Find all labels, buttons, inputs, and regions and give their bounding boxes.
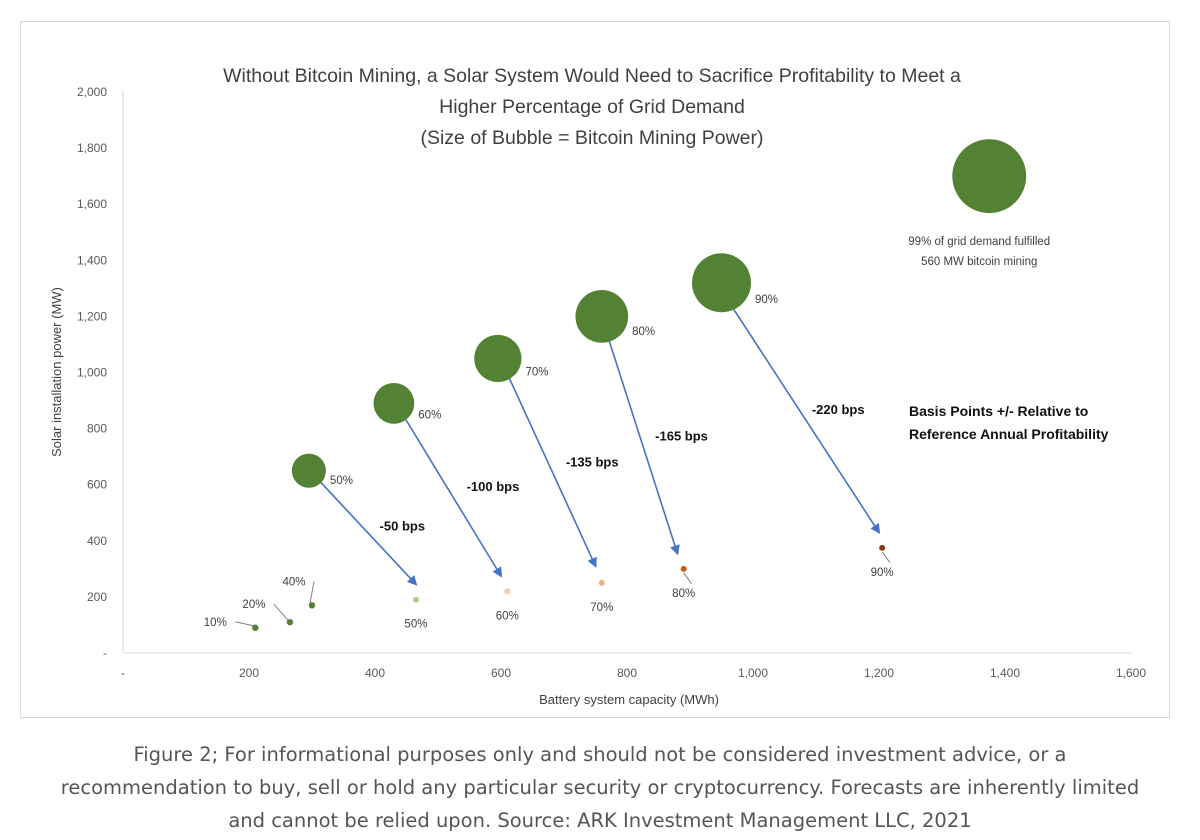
no-mining-point <box>680 565 687 572</box>
x-tick-label: 1,400 <box>990 666 1020 680</box>
profitability-arrow <box>604 327 680 556</box>
leader-line <box>683 572 693 585</box>
profitability-arrow <box>399 409 503 578</box>
profitability-arrow <box>314 475 418 586</box>
caption-line-3: and cannot be relied upon. Source: ARK I… <box>228 809 972 832</box>
chart-title-line-2: Higher Percentage of Grid Demand <box>439 96 745 118</box>
x-axis-label: Battery system capacity (MWh) <box>539 692 719 707</box>
no-mining-point <box>879 544 886 551</box>
x-tick-label: 400 <box>365 666 385 680</box>
mining-bubble <box>373 382 415 424</box>
y-tick-label: 1,000 <box>77 366 107 380</box>
x-tick-label: 800 <box>617 666 637 680</box>
chart-title-line-3: (Size of Bubble = Bitcoin Mining Power) <box>420 127 763 149</box>
y-tick-label: 1,800 <box>77 141 107 155</box>
chart-frame: Without Bitcoin Mining, a Solar System W… <box>20 21 1170 718</box>
y-tick-label: 400 <box>87 534 107 548</box>
bps-legend-line1: Basis Points +/- Relative to <box>909 403 1088 419</box>
low-share-point <box>308 602 316 609</box>
no-mining-label: 80% <box>672 588 695 600</box>
no-mining-label: 90% <box>871 567 894 579</box>
low-share-point <box>252 624 259 631</box>
leader-line <box>881 551 891 564</box>
mining-bubble <box>952 139 1027 214</box>
y-tick-label: 1,200 <box>77 309 107 323</box>
low-share-point <box>286 618 294 626</box>
bubble-label: 70% <box>525 366 548 378</box>
mining-bubble <box>575 290 629 343</box>
bps-label: -50 bps <box>380 518 426 533</box>
x-tick-label: 1,600 <box>1116 666 1146 680</box>
y-tick-label: 1,400 <box>77 253 107 267</box>
bubble-label: 50% <box>330 475 353 487</box>
bps-label: -135 bps <box>566 454 619 469</box>
no-mining-label: 70% <box>590 602 613 614</box>
y-axis-label: Solar installation power (MW) <box>49 287 64 457</box>
profitability-arrow <box>723 294 881 535</box>
big-bubble-note-line1: 99% of grid demand fulfilled <box>908 236 1050 248</box>
chart-title-line-1: Without Bitcoin Mining, a Solar System W… <box>223 65 961 87</box>
bps-label: -100 bps <box>467 479 520 494</box>
y-tick-label: 1,600 <box>77 197 107 211</box>
x-tick-label: 200 <box>239 666 259 680</box>
bubble-label: 60% <box>418 410 441 422</box>
bps-label: -220 bps <box>812 402 865 417</box>
caption-line-1: Figure 2; For informational purposes onl… <box>133 743 1067 766</box>
no-mining-point <box>504 588 511 595</box>
big-bubble-note-line2: 560 MW bitcoin mining <box>921 256 1037 268</box>
no-mining-point <box>598 579 605 586</box>
y-tick-label: 800 <box>87 422 107 436</box>
x-tick-label: 600 <box>491 666 511 680</box>
y-tick-label: - <box>103 646 107 660</box>
no-mining-label: 60% <box>496 610 519 622</box>
x-tick-label: 1,000 <box>738 666 768 680</box>
figure-caption: Figure 2; For informational purposes onl… <box>0 738 1200 837</box>
y-tick-label: 200 <box>87 590 107 604</box>
mining-bubble <box>474 334 522 383</box>
mining-bubble <box>291 453 326 488</box>
y-tick-label: 2,000 <box>77 85 107 99</box>
y-tick-label: 600 <box>87 478 107 492</box>
low-share-label: 20% <box>242 599 265 611</box>
bps-legend-line2: Reference Annual Profitability <box>909 426 1109 442</box>
low-share-label: 10% <box>204 617 227 629</box>
bubble-label: 90% <box>755 294 778 306</box>
x-tick-label: - <box>121 666 125 680</box>
x-tick-label: 1,200 <box>864 666 894 680</box>
leader-line <box>273 603 289 621</box>
no-mining-label: 50% <box>404 619 427 631</box>
bubble-chart: Without Bitcoin Mining, a Solar System W… <box>49 65 1146 707</box>
mining-bubble <box>691 253 752 313</box>
caption-line-2: recommendation to buy, sell or hold any … <box>60 776 1140 799</box>
no-mining-point <box>412 596 419 603</box>
bubble-label: 80% <box>632 326 655 338</box>
leader-line <box>309 581 315 604</box>
low-share-label: 40% <box>282 576 305 588</box>
bps-label: -165 bps <box>655 429 708 444</box>
profitability-arrow <box>503 366 597 568</box>
leader-line <box>235 621 254 627</box>
